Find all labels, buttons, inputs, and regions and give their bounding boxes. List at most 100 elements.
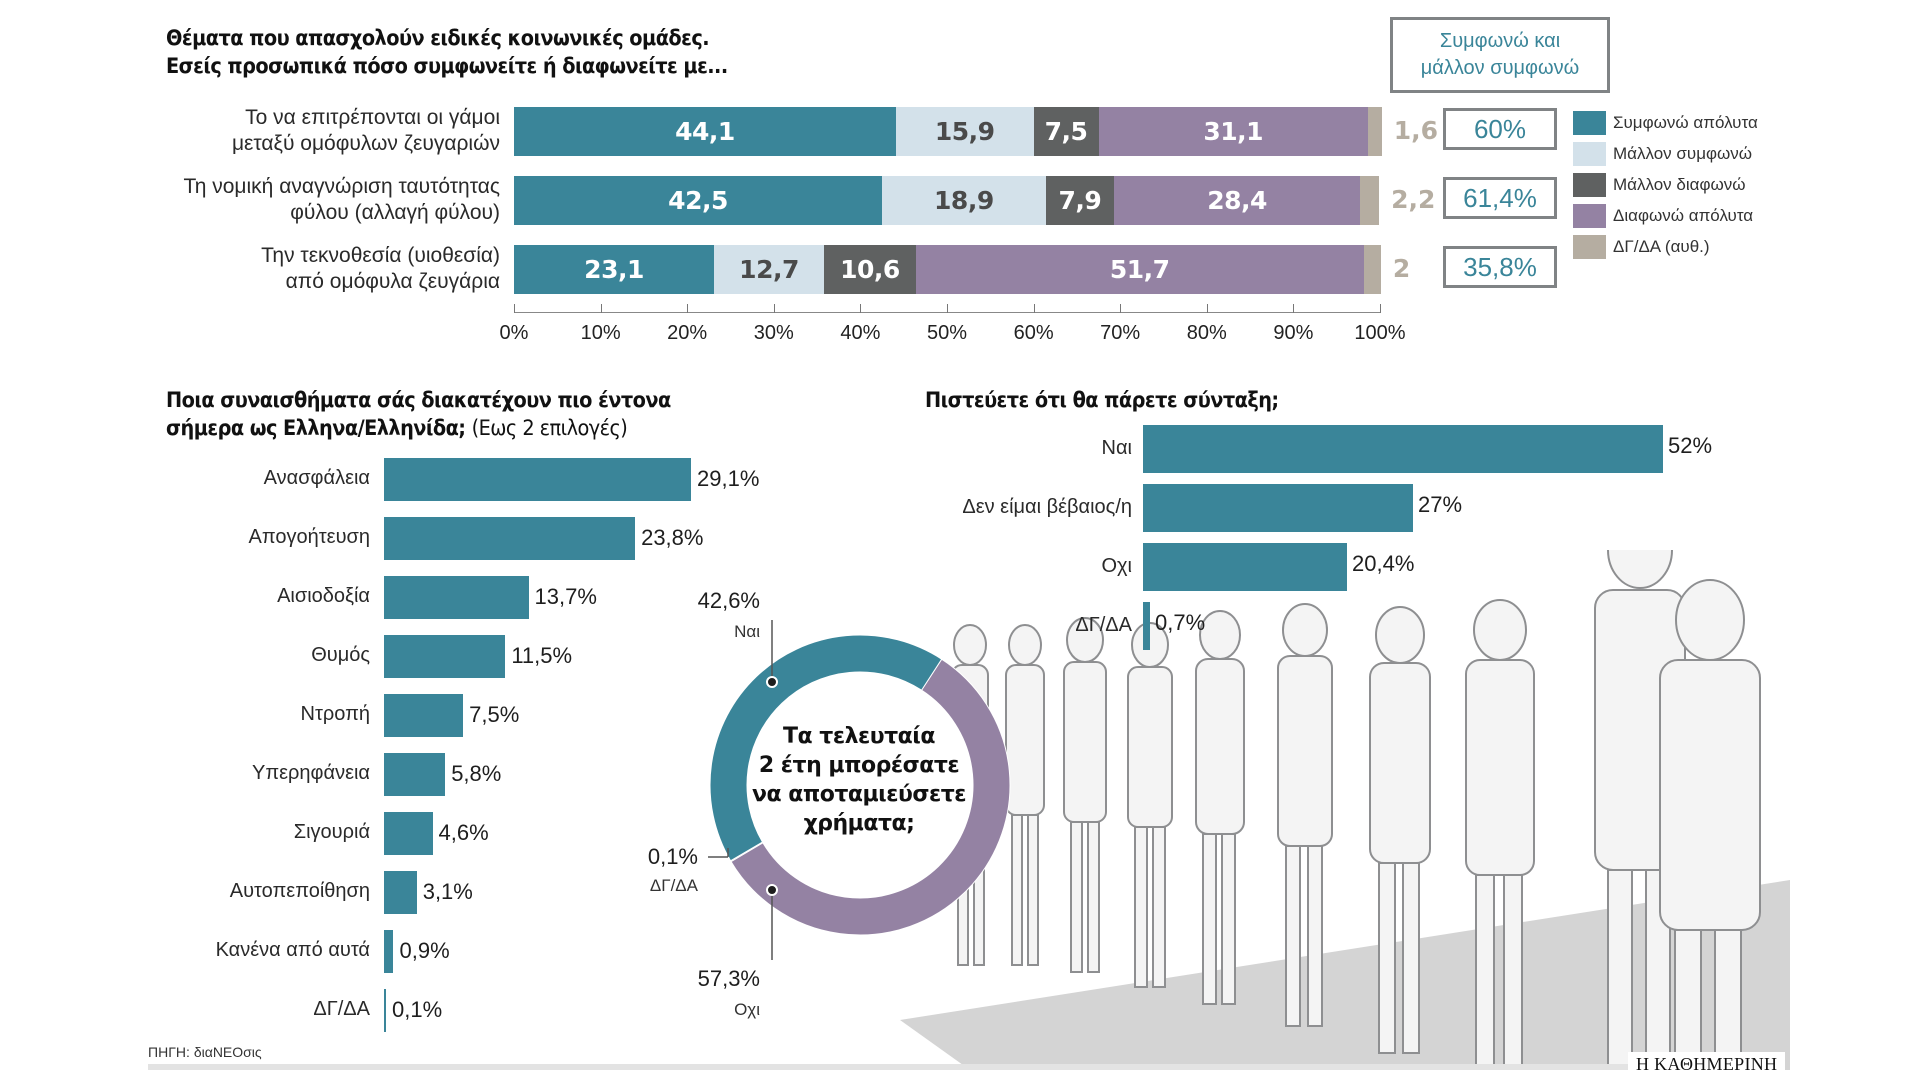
emotion-value-label: 13,7% bbox=[534, 584, 597, 609]
person-figure bbox=[1369, 606, 1431, 1054]
crowd-queue-illustration bbox=[900, 550, 1790, 1070]
chart1-category-label-line: Το να επιτρέπονται οι γάμοι bbox=[245, 106, 500, 129]
legend-label: ΔΓ/ΔΑ (αυθ.) bbox=[1613, 237, 1710, 256]
x-axis-tick-label: 10% bbox=[580, 322, 621, 344]
emotion-bar bbox=[384, 517, 636, 560]
stacked-bar-value-label: 10,6 bbox=[840, 255, 900, 284]
pension-value-label: 20,4% bbox=[1352, 551, 1415, 576]
x-axis-tick-label: 60% bbox=[1013, 322, 1054, 344]
person-figure bbox=[1465, 599, 1535, 1066]
x-axis-tick bbox=[600, 304, 602, 313]
x-axis-tick bbox=[860, 304, 862, 313]
donut-label-no-value: 57,3% bbox=[697, 966, 760, 991]
pension-bar bbox=[1143, 543, 1347, 591]
emotion-bar bbox=[384, 812, 433, 855]
pension-value-label: 52% bbox=[1668, 433, 1713, 458]
emotion-value-label: 23,8% bbox=[641, 525, 704, 550]
emotion-bar bbox=[384, 694, 464, 737]
stacked-bar-segment: 31,1 bbox=[1098, 107, 1368, 156]
emotion-label: Ανασφάλεια bbox=[263, 467, 370, 489]
stacked-bar-value-label: 51,7 bbox=[1109, 255, 1170, 284]
person-figure bbox=[1277, 603, 1333, 1027]
x-axis-tick-label: 40% bbox=[840, 322, 881, 344]
chart1-category-label-line: από ομόφυλα ζευγάρια bbox=[285, 270, 500, 293]
chart1-category-label: Τη νομική αναγνώριση ταυτότητας φύλου (αλ… bbox=[183, 174, 500, 226]
chart2-title-note: (Εως 2 επιλογές) bbox=[471, 416, 628, 440]
stacked-bar-segment: 51,7 bbox=[915, 245, 1364, 294]
emotion-bar bbox=[384, 753, 446, 796]
chart1-category-label-line: Τη νομική αναγνώριση ταυτότητας bbox=[183, 175, 500, 198]
stacked-bar-value-label: 7,5 bbox=[1044, 117, 1088, 146]
stacked-bar-segment: 23,1 bbox=[514, 245, 715, 294]
publisher-logo: Η ΚΑΘΗΜΕΡΙΝΗ bbox=[1628, 1052, 1786, 1077]
stacked-bar-value-label: 15,9 bbox=[934, 117, 995, 146]
chart1-title-line-1: Θέματα που απασχολούν ειδικές κοινωνικές… bbox=[166, 26, 710, 50]
emotion-value-label: 0,1% bbox=[392, 997, 443, 1022]
donut-center-question: Τα τελευταία 2 έτη μπορέσατε να αποταμιε… bbox=[745, 722, 973, 838]
emotion-value-label: 4,6% bbox=[438, 820, 489, 845]
donut-label-no-name: Οχι bbox=[734, 1000, 760, 1019]
stacked-bar-value-label: 44,1 bbox=[675, 117, 735, 146]
source-note: ΠΗΓΗ: διαΝΕΟσις bbox=[148, 1044, 262, 1060]
dk-value-label: 2,2 bbox=[1391, 185, 1436, 214]
x-axis-tick-label: 50% bbox=[926, 322, 968, 344]
emotion-label: Υπερηφάνεια bbox=[251, 762, 370, 784]
x-axis-tick bbox=[1206, 304, 1208, 313]
pension-label: Οχι bbox=[1101, 555, 1133, 577]
emotion-value-label: 5,8% bbox=[451, 761, 502, 786]
emotion-label: Κανένα από αυτά bbox=[215, 939, 370, 961]
chart1-category-label: Το να επιτρέπονται οι γάμοι μεταξύ ομόφυλ… bbox=[232, 105, 500, 157]
legend-label: Συμφωνώ απόλυτα bbox=[1613, 113, 1758, 132]
stacked-bar-value-label: 42,5 bbox=[668, 186, 728, 215]
emotion-bar bbox=[384, 576, 529, 619]
person-figure bbox=[1005, 624, 1045, 966]
emotion-bar bbox=[384, 930, 394, 973]
emotion-value-label: 3,1% bbox=[422, 879, 473, 904]
x-axis-tick bbox=[687, 304, 689, 313]
summary-header-box: Συμφωνώ και μάλλον συμφωνώ bbox=[1390, 17, 1610, 93]
stacked-bar-value-label: 12,7 bbox=[739, 255, 799, 284]
legend-swatch bbox=[1573, 204, 1606, 228]
dk-value-label: 2 bbox=[1392, 254, 1411, 283]
chart1-category-label-line: Την τεκνοθεσία (υιοθεσία) bbox=[261, 244, 500, 267]
chart1-title: Θέματα που απασχολούν ειδικές κοινωνικές… bbox=[166, 24, 728, 80]
legend-label: Μάλλον συμφωνώ bbox=[1613, 144, 1753, 163]
x-axis-tick-label: 70% bbox=[1100, 322, 1141, 344]
emotion-bar bbox=[384, 871, 417, 914]
pension-label: Δεν είμαι βέβαιος/η bbox=[962, 496, 1132, 518]
emotion-value-label: 0,9% bbox=[399, 938, 450, 963]
emotion-value-label: 29,1% bbox=[697, 466, 760, 491]
chart2-title-line-1: Ποια συναισθήματα σάς διακατέχουν πιο έν… bbox=[166, 388, 671, 412]
pension-label: ΔΓ/ΔΑ bbox=[1075, 614, 1132, 636]
stacked-bar-value-label: 18,9 bbox=[934, 186, 994, 215]
person-figure bbox=[1659, 579, 1761, 1070]
emotion-label: ΔΓ/ΔΑ bbox=[313, 998, 370, 1020]
donut-callout-dot-yes bbox=[766, 676, 778, 688]
stacked-bar-segment: 12,7 bbox=[714, 245, 824, 294]
stacked-bar-segment: 10,6 bbox=[824, 245, 916, 294]
stacked-bar-segment: 18,9 bbox=[882, 176, 1046, 225]
stacked-bar-segment: 15,9 bbox=[895, 107, 1034, 156]
agree-total-box: 61,4% bbox=[1443, 177, 1557, 219]
legend-swatch bbox=[1573, 173, 1606, 197]
emotion-label: Αυτοπεποίθηση bbox=[229, 880, 370, 902]
emotion-value-label: 7,5% bbox=[469, 702, 520, 727]
emotion-bar bbox=[384, 635, 506, 678]
donut-label-dk-value: 0,1% bbox=[647, 844, 698, 869]
chart2-title-line-2: σήμερα ως Ελληνα/Ελληνίδα; bbox=[166, 416, 466, 440]
stacked-bar-segment bbox=[1363, 245, 1381, 294]
pension-label: Ναι bbox=[1101, 437, 1132, 459]
stacked-bar-value-label: 31,1 bbox=[1203, 117, 1264, 146]
legend-swatch bbox=[1573, 142, 1606, 166]
emotion-label: Θυμός bbox=[311, 644, 370, 666]
legend-label: Μάλλον διαφωνώ bbox=[1613, 175, 1746, 194]
person-figure bbox=[1063, 617, 1107, 973]
x-axis-tick-label: 90% bbox=[1273, 322, 1314, 344]
x-axis-tick-label: 20% bbox=[667, 322, 708, 344]
chart1-title-line-2: Εσείς προσωπικά πόσο συμφωνείτε ή διαφων… bbox=[166, 54, 728, 78]
pension-value-label: 0,7% bbox=[1155, 610, 1206, 635]
donut-label-yes-name: Ναι bbox=[734, 622, 760, 641]
stacked-bar-segment: 28,4 bbox=[1114, 176, 1361, 225]
legend-swatch bbox=[1573, 235, 1606, 259]
x-axis-tick-label: 100% bbox=[1354, 322, 1406, 344]
